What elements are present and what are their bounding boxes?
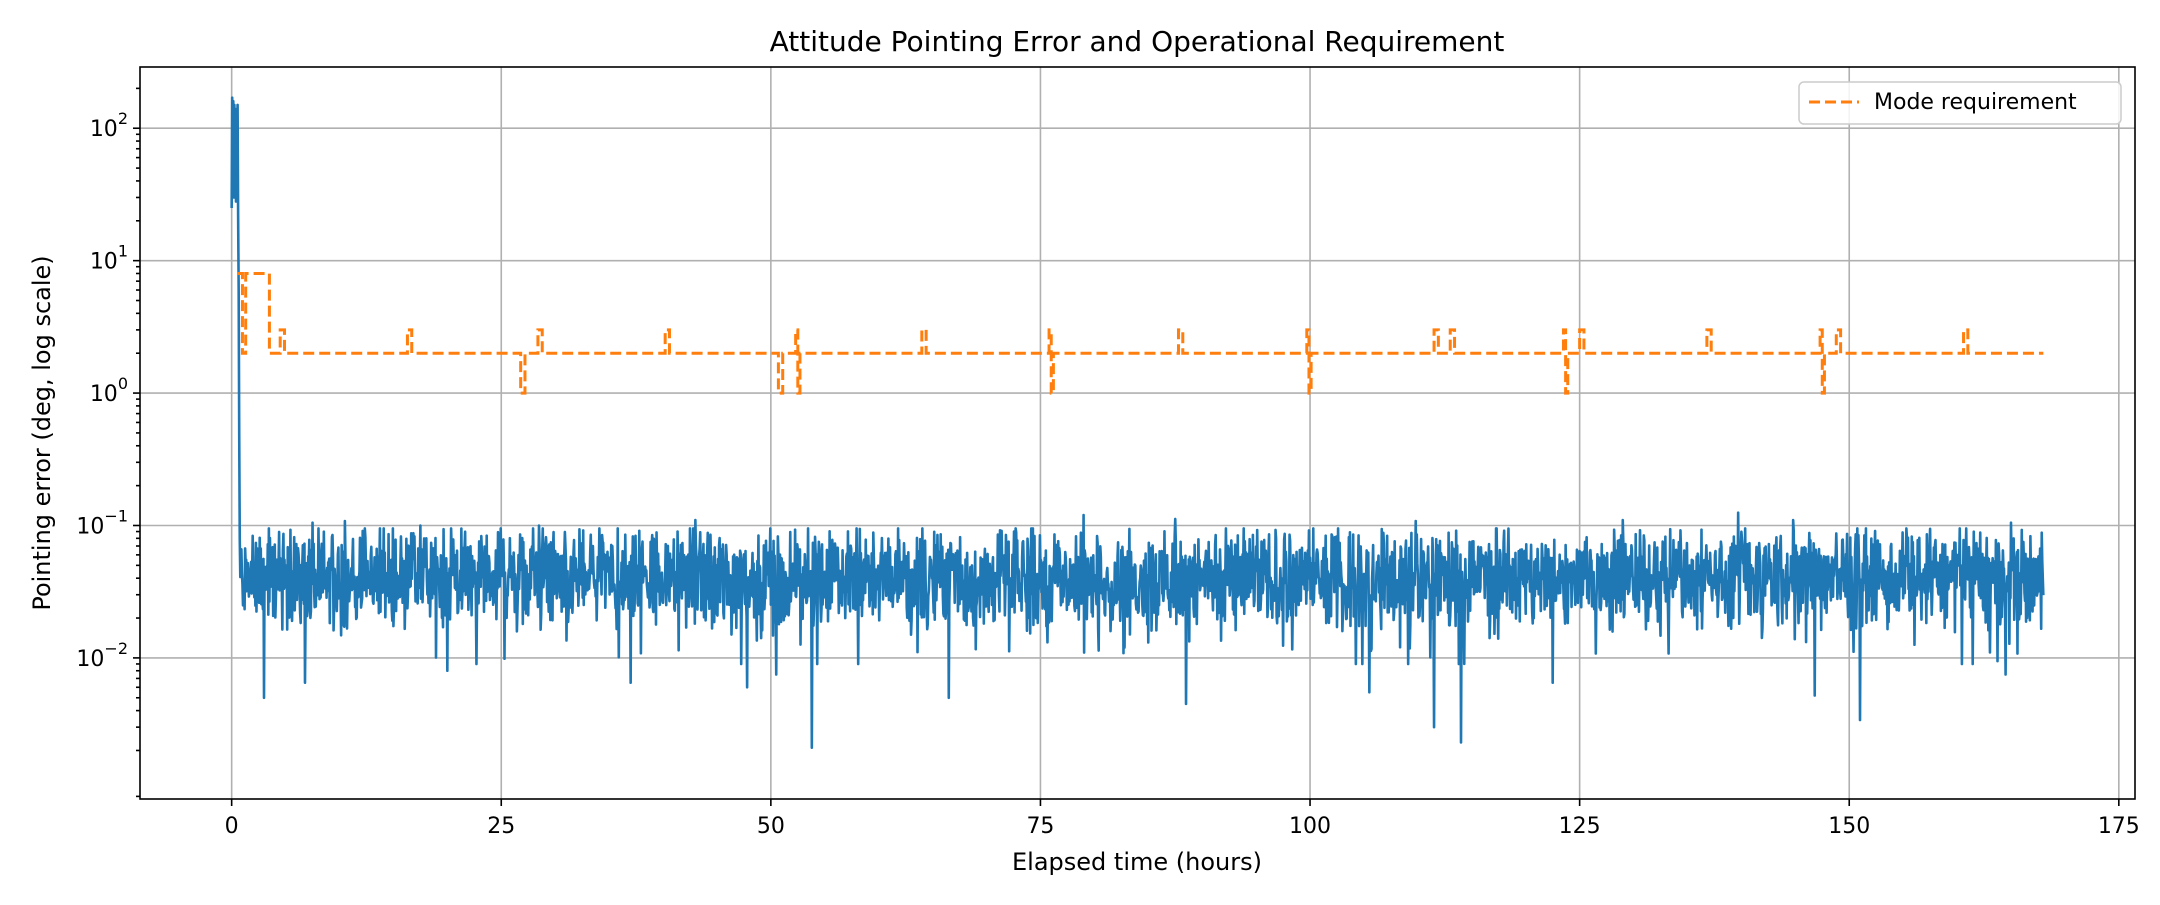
x-tick-label: 125 — [1559, 814, 1601, 839]
series-line-mode-requirement — [237, 271, 2044, 395]
y-tick-label: 10−1 — [76, 506, 128, 539]
grid-layer — [140, 67, 2135, 799]
y-tick-label: 10−2 — [76, 639, 128, 672]
x-tick-label: 75 — [1026, 814, 1054, 839]
plot-frame — [139, 66, 2136, 800]
legend-label-mode-requirement: Mode requirement — [1874, 90, 2077, 115]
legend-frame — [1798, 81, 2122, 125]
x-tick-label: 100 — [1289, 814, 1331, 839]
x-tick-label: 150 — [1828, 814, 1870, 839]
series-layer — [230, 96, 2045, 749]
x-axis-label: Elapsed time (hours) — [1012, 848, 1262, 876]
legend: Mode requirement — [1798, 81, 2122, 125]
x-tick-label: 0 — [225, 814, 239, 839]
y-tick-label: 101 — [90, 242, 128, 275]
ticks-layer: 0 25 50 75 100 125 150 175 10−2 10−1 100 101 102 — [76, 87, 2140, 839]
y-tick-label: 102 — [90, 109, 128, 142]
y-axis-label: Pointing error (deg, log scale) — [28, 255, 56, 610]
chart-title: Attitude Pointing Error and Operational … — [770, 25, 1505, 58]
y-tick-label: 100 — [90, 374, 128, 407]
x-tick-label: 50 — [757, 814, 785, 839]
x-tick-label: 175 — [2098, 814, 2140, 839]
x-tick-label: 25 — [487, 814, 515, 839]
series-line-pointing-error — [230, 96, 2045, 749]
